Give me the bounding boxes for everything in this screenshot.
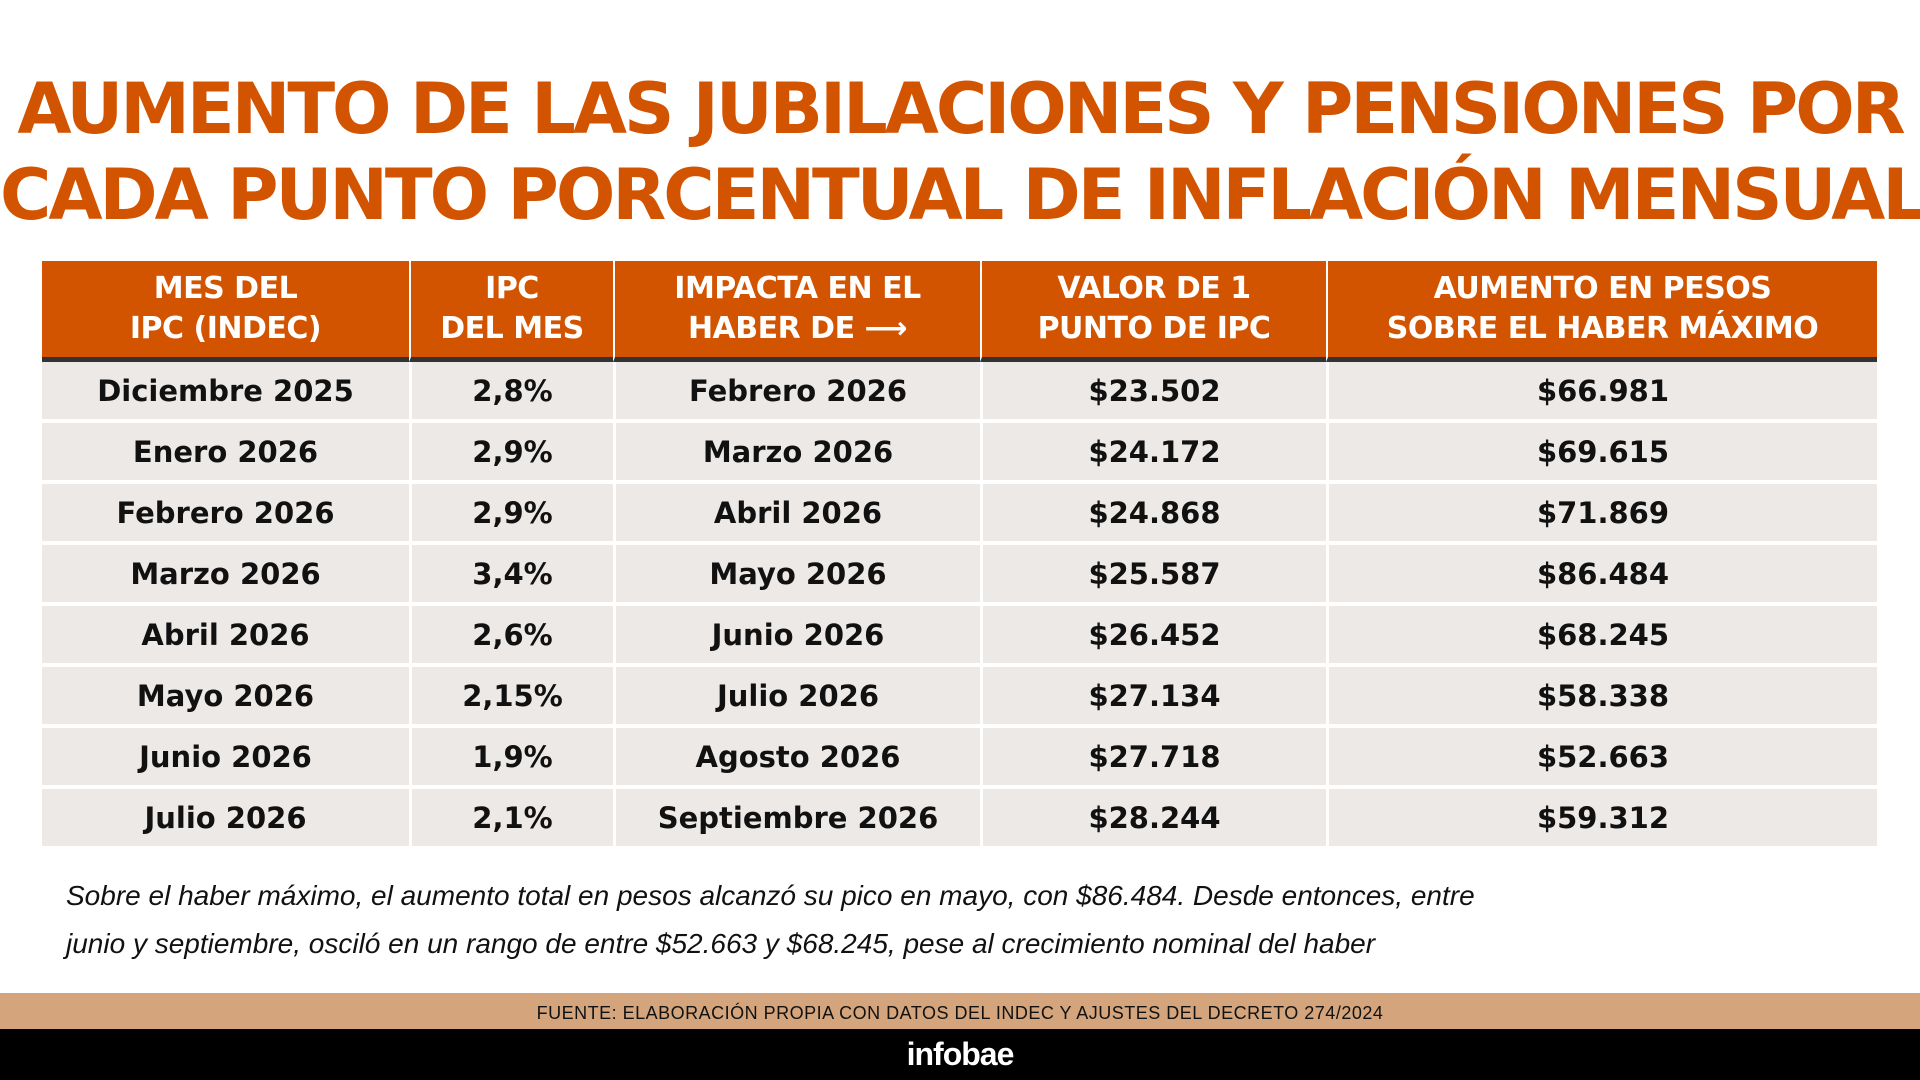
cell-ipc: 2,6% <box>409 606 613 667</box>
cell-ipc: 2,9% <box>409 484 613 545</box>
header-ipc-mes: IPC DEL MES <box>409 261 613 362</box>
table-row: Mayo 2026 2,15% Julio 2026 $27.134 $58.3… <box>42 667 1877 728</box>
table-row: Junio 2026 1,9% Agosto 2026 $27.718 $52.… <box>42 728 1877 789</box>
cell-valor-punto: $23.502 <box>980 362 1326 423</box>
cell-impacta: Agosto 2026 <box>613 728 980 789</box>
cell-aumento: $71.869 <box>1326 484 1877 545</box>
source-bar: FUENTE: ELABORACIÓN PROPIA CON DATOS DEL… <box>0 993 1920 1029</box>
cell-valor-punto: $25.587 <box>980 545 1326 606</box>
header-mes-ipc-line-2: IPC (INDEC) <box>129 311 322 346</box>
brand-logo: infobae <box>906 1036 1015 1072</box>
header-aumento-pesos-line-1: AUMENTO EN PESOS <box>1433 271 1772 306</box>
cell-mes-ipc: Julio 2026 <box>42 789 409 850</box>
header-impacta-haber: IMPACTA EN EL HABER DE ⟶ <box>613 261 980 362</box>
cell-mes-ipc: Junio 2026 <box>42 728 409 789</box>
brand-footer: infobae <box>0 1029 1920 1080</box>
header-impacta-haber-line-2: HABER DE ⟶ <box>687 311 908 346</box>
cell-impacta: Septiembre 2026 <box>613 789 980 850</box>
header-ipc-mes-line-1: IPC <box>485 271 539 306</box>
cell-mes-ipc: Enero 2026 <box>42 423 409 484</box>
cell-impacta: Abril 2026 <box>613 484 980 545</box>
data-table: MES DEL IPC (INDEC) IPC DEL MES IMPACTA … <box>42 261 1877 850</box>
cell-ipc: 2,9% <box>409 423 613 484</box>
summary-note-line-2: junio y septiembre, osciló en un rango d… <box>66 928 1376 959</box>
header-valor-punto-line-1: VALOR DE 1 <box>1057 271 1251 306</box>
cell-valor-punto: $24.868 <box>980 484 1326 545</box>
header-aumento-pesos: AUMENTO EN PESOS SOBRE EL HABER MÁXIMO <box>1326 261 1877 362</box>
header-mes-ipc: MES DEL IPC (INDEC) <box>42 261 409 362</box>
header-mes-ipc-line-1: MES DEL <box>153 271 298 306</box>
cell-aumento: $69.615 <box>1326 423 1877 484</box>
cell-valor-punto: $27.134 <box>980 667 1326 728</box>
cell-mes-ipc: Mayo 2026 <box>42 667 409 728</box>
header-row: MES DEL IPC (INDEC) IPC DEL MES IMPACTA … <box>42 261 1877 362</box>
header-impacta-haber-line-1: IMPACTA EN EL <box>674 271 921 306</box>
summary-note-line-1: Sobre el haber máximo, el aumento total … <box>66 880 1475 911</box>
table-row: Marzo 2026 3,4% Mayo 2026 $25.587 $86.48… <box>42 545 1877 606</box>
cell-valor-punto: $24.172 <box>980 423 1326 484</box>
header-valor-punto-line-2: PUNTO DE IPC <box>1037 311 1271 346</box>
cell-impacta: Julio 2026 <box>613 667 980 728</box>
cell-valor-punto: $28.244 <box>980 789 1326 850</box>
table-header: MES DEL IPC (INDEC) IPC DEL MES IMPACTA … <box>42 261 1877 362</box>
title-line-2: CADA PUNTO PORCENTUAL DE INFLACIÓN MENSU… <box>0 154 1920 236</box>
cell-ipc: 2,15% <box>409 667 613 728</box>
cell-impacta: Mayo 2026 <box>613 545 980 606</box>
cell-valor-punto: $27.718 <box>980 728 1326 789</box>
header-valor-punto: VALOR DE 1 PUNTO DE IPC <box>980 261 1326 362</box>
cell-aumento: $59.312 <box>1326 789 1877 850</box>
table-row: Febrero 2026 2,9% Abril 2026 $24.868 $71… <box>42 484 1877 545</box>
cell-impacta: Marzo 2026 <box>613 423 980 484</box>
cell-mes-ipc: Diciembre 2025 <box>42 362 409 423</box>
header-ipc-mes-line-2: DEL MES <box>440 311 584 346</box>
table-row: Abril 2026 2,6% Junio 2026 $26.452 $68.2… <box>42 606 1877 667</box>
cell-mes-ipc: Abril 2026 <box>42 606 409 667</box>
title-line-1: AUMENTO DE LAS JUBILACIONES Y PENSIONES … <box>17 68 1905 150</box>
table-body: Diciembre 2025 2,8% Febrero 2026 $23.502… <box>42 362 1877 850</box>
cell-ipc: 2,8% <box>409 362 613 423</box>
cell-aumento: $68.245 <box>1326 606 1877 667</box>
cell-aumento: $58.338 <box>1326 667 1877 728</box>
table-row: Enero 2026 2,9% Marzo 2026 $24.172 $69.6… <box>42 423 1877 484</box>
table-row: Julio 2026 2,1% Septiembre 2026 $28.244 … <box>42 789 1877 850</box>
header-aumento-pesos-line-2: SOBRE EL HABER MÁXIMO <box>1386 311 1819 346</box>
cell-mes-ipc: Febrero 2026 <box>42 484 409 545</box>
cell-ipc: 3,4% <box>409 545 613 606</box>
cell-impacta: Junio 2026 <box>613 606 980 667</box>
page-title: AUMENTO DE LAS JUBILACIONES Y PENSIONES … <box>0 66 1920 238</box>
cell-mes-ipc: Marzo 2026 <box>42 545 409 606</box>
cell-aumento: $52.663 <box>1326 728 1877 789</box>
cell-ipc: 1,9% <box>409 728 613 789</box>
table-row: Diciembre 2025 2,8% Febrero 2026 $23.502… <box>42 362 1877 423</box>
cell-impacta: Febrero 2026 <box>613 362 980 423</box>
cell-aumento: $86.484 <box>1326 545 1877 606</box>
cell-ipc: 2,1% <box>409 789 613 850</box>
cell-valor-punto: $26.452 <box>980 606 1326 667</box>
summary-note: Sobre el haber máximo, el aumento total … <box>66 872 1666 968</box>
cell-aumento: $66.981 <box>1326 362 1877 423</box>
